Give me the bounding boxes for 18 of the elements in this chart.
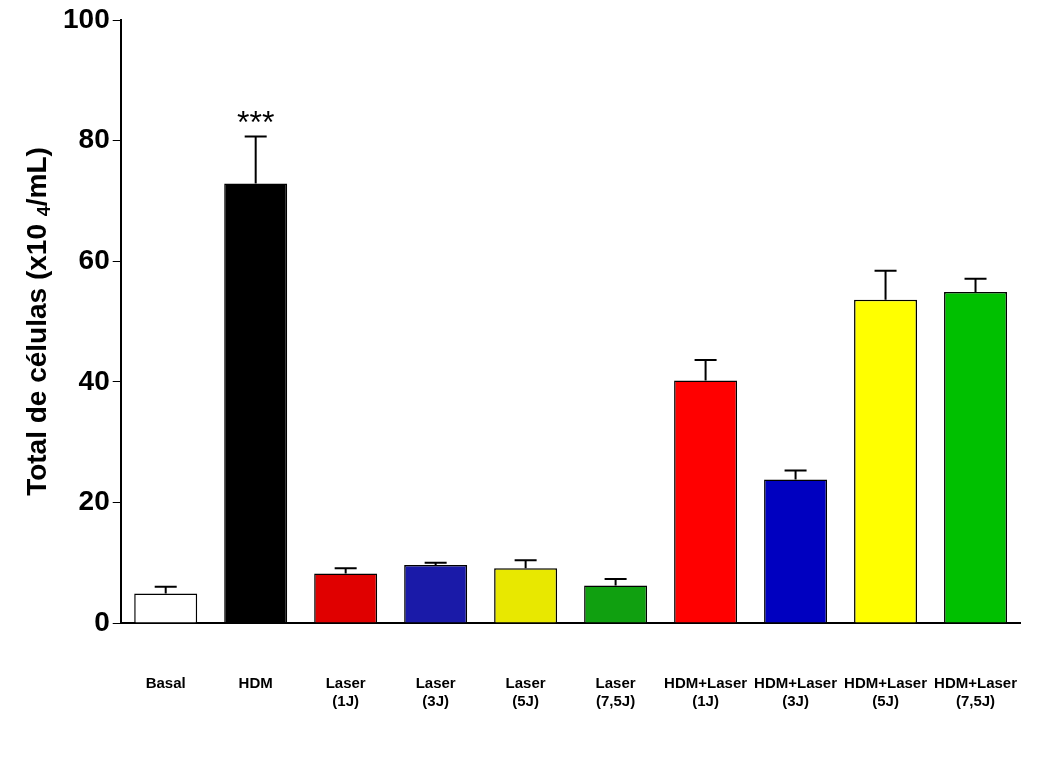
x-tick-label: HDM+Laser (3J)	[754, 674, 838, 710]
x-tick-label: Laser (5J)	[505, 674, 546, 710]
y-axis-title: Total de células (x10 4/mL)	[20, 147, 54, 496]
y-tick-label: 60	[78, 243, 110, 275]
x-tick-label: Basal	[145, 674, 186, 692]
x-tick-label: HDM	[238, 674, 273, 692]
y-tick-label: 0	[94, 605, 110, 637]
x-tick-label: Laser (1J)	[325, 674, 366, 710]
y-tick-label: 80	[78, 123, 110, 155]
x-tick-label: HDM+Laser (7,5J)	[934, 674, 1018, 710]
y-tick-label: 100	[63, 2, 110, 34]
x-tick-label: Laser (7,5J)	[595, 674, 636, 710]
y-tick-label: 20	[78, 485, 110, 517]
y-tick-label: 40	[78, 364, 110, 396]
annotation: ***	[237, 104, 275, 141]
x-tick-label: HDM+Laser (1J)	[664, 674, 748, 710]
x-tick-label: Laser (3J)	[415, 674, 456, 710]
x-tick-label: HDM+Laser (5J)	[844, 674, 928, 710]
